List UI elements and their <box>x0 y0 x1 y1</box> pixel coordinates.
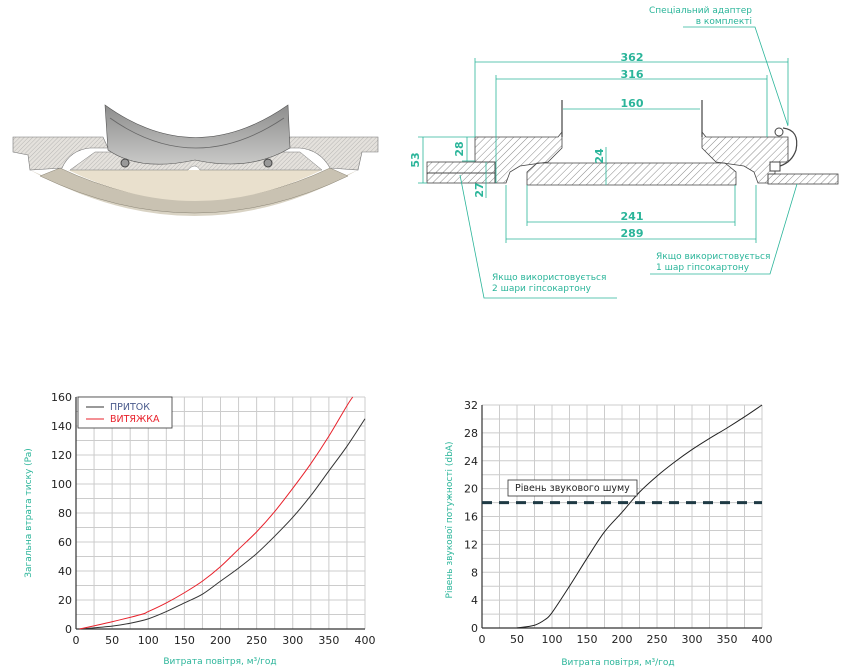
y-tick-label: 0 <box>65 623 72 636</box>
y-tick-label: 40 <box>58 565 72 578</box>
dimension-241: 241 <box>621 210 644 223</box>
legend-supply: ПРИТОК <box>110 402 150 413</box>
y-tick-label: 16 <box>464 511 478 524</box>
y-tick-label: 20 <box>58 594 72 607</box>
drywall-layer <box>426 161 496 174</box>
x-tick-label: 300 <box>682 633 703 646</box>
one-layer-note-line1: Якщо використовується <box>656 252 770 262</box>
y-tick-label: 4 <box>471 594 478 607</box>
dimension-160: 160 <box>621 97 644 110</box>
pressure-loss-chart: 0 50 100 150 200 250 300 350 400 0 20 40 60 80 100 120 1… <box>24 391 376 667</box>
dimension-lines <box>418 26 798 299</box>
one-layer-note-line2: 1 шар гіпсокартону <box>656 263 750 273</box>
y-axis-label: Загальна втрата тиску (Pa) <box>24 448 34 577</box>
x-tick-label: 100 <box>542 633 563 646</box>
technical-drawing: 362 316 160 241 289 53 28 27 24 Спеціаль… <box>409 6 839 299</box>
y-tick-label: 12 <box>464 538 478 551</box>
x-tick-label: 350 <box>318 634 339 647</box>
legend-exhaust: ВИТЯЖКА <box>110 414 160 425</box>
dimension-289: 289 <box>621 227 644 240</box>
y-axis-label: Рівень звукової потужності (dbA) <box>445 442 455 599</box>
series-line-0 <box>516 404 763 629</box>
adapter-note-line2: в комплекті <box>696 17 752 27</box>
x-tick-label: 0 <box>73 634 80 647</box>
x-tick-label: 200 <box>210 634 231 647</box>
y-tick-label: 120 <box>51 449 72 462</box>
x-tick-label: 150 <box>174 634 195 647</box>
adapter-clip <box>769 127 798 172</box>
x-tick-label: 400 <box>752 633 773 646</box>
y-tick-label: 60 <box>58 536 72 549</box>
x-tick-label: 350 <box>717 633 738 646</box>
y-tick-label: 100 <box>51 478 72 491</box>
x-tick-label: 0 <box>479 633 486 646</box>
y-tick-label: 0 <box>471 622 478 635</box>
x-tick-label: 200 <box>612 633 633 646</box>
product-3d-render <box>12 104 379 216</box>
x-tick-label: 100 <box>138 634 159 647</box>
dimension-53: 53 <box>409 152 422 167</box>
center-plate <box>526 162 737 186</box>
y-tick-label: 8 <box>471 566 478 579</box>
x-tick-label: 50 <box>105 634 119 647</box>
sound-power-chart: 0 50 100 150 200 250 300 350 400048121620242832 … <box>445 399 773 668</box>
y-tick-label: 140 <box>51 420 72 433</box>
two-layers-note-line2: 2 шари гіпсокартону <box>492 284 592 294</box>
dimension-24: 24 <box>593 148 606 164</box>
x-tick-label: 300 <box>282 634 303 647</box>
y-tick-label: 160 <box>51 391 72 404</box>
x-tick-label: 400 <box>355 634 376 647</box>
legend: ПРИТОК ВИТЯЖКА <box>77 396 173 429</box>
x-tick-label: 250 <box>647 633 668 646</box>
x-axis-label: Витрата повітря, м³/год <box>163 657 276 667</box>
dimension-362: 362 <box>621 51 644 64</box>
series-line-1 <box>79 396 354 630</box>
dimension-28: 28 <box>453 141 466 156</box>
y-tick-label: 28 <box>464 427 478 440</box>
x-tick-label: 250 <box>246 634 267 647</box>
two-layers-note-line1: Якщо використовується <box>492 273 606 283</box>
adapter-note-line1: Спеціальний адаптер <box>649 6 752 16</box>
reference-line-label: Рівень звукового шуму <box>507 479 638 497</box>
y-tick-label: 20 <box>464 483 478 496</box>
x-tick-label: 150 <box>577 633 598 646</box>
series-line-0 <box>79 418 366 630</box>
y-tick-label: 80 <box>58 507 72 520</box>
collar <box>561 100 703 137</box>
drywall-layer <box>767 173 839 185</box>
dimension-316: 316 <box>621 68 644 81</box>
dimension-27: 27 <box>473 182 486 197</box>
y-tick-label: 24 <box>464 455 478 468</box>
x-axis-label: Витрата повітря, м³/год <box>561 658 674 668</box>
reference-line-text: Рівень звукового шуму <box>515 483 630 494</box>
diffuser-body <box>474 130 563 184</box>
y-tick-label: 32 <box>464 399 478 412</box>
x-tick-label: 50 <box>510 633 524 646</box>
